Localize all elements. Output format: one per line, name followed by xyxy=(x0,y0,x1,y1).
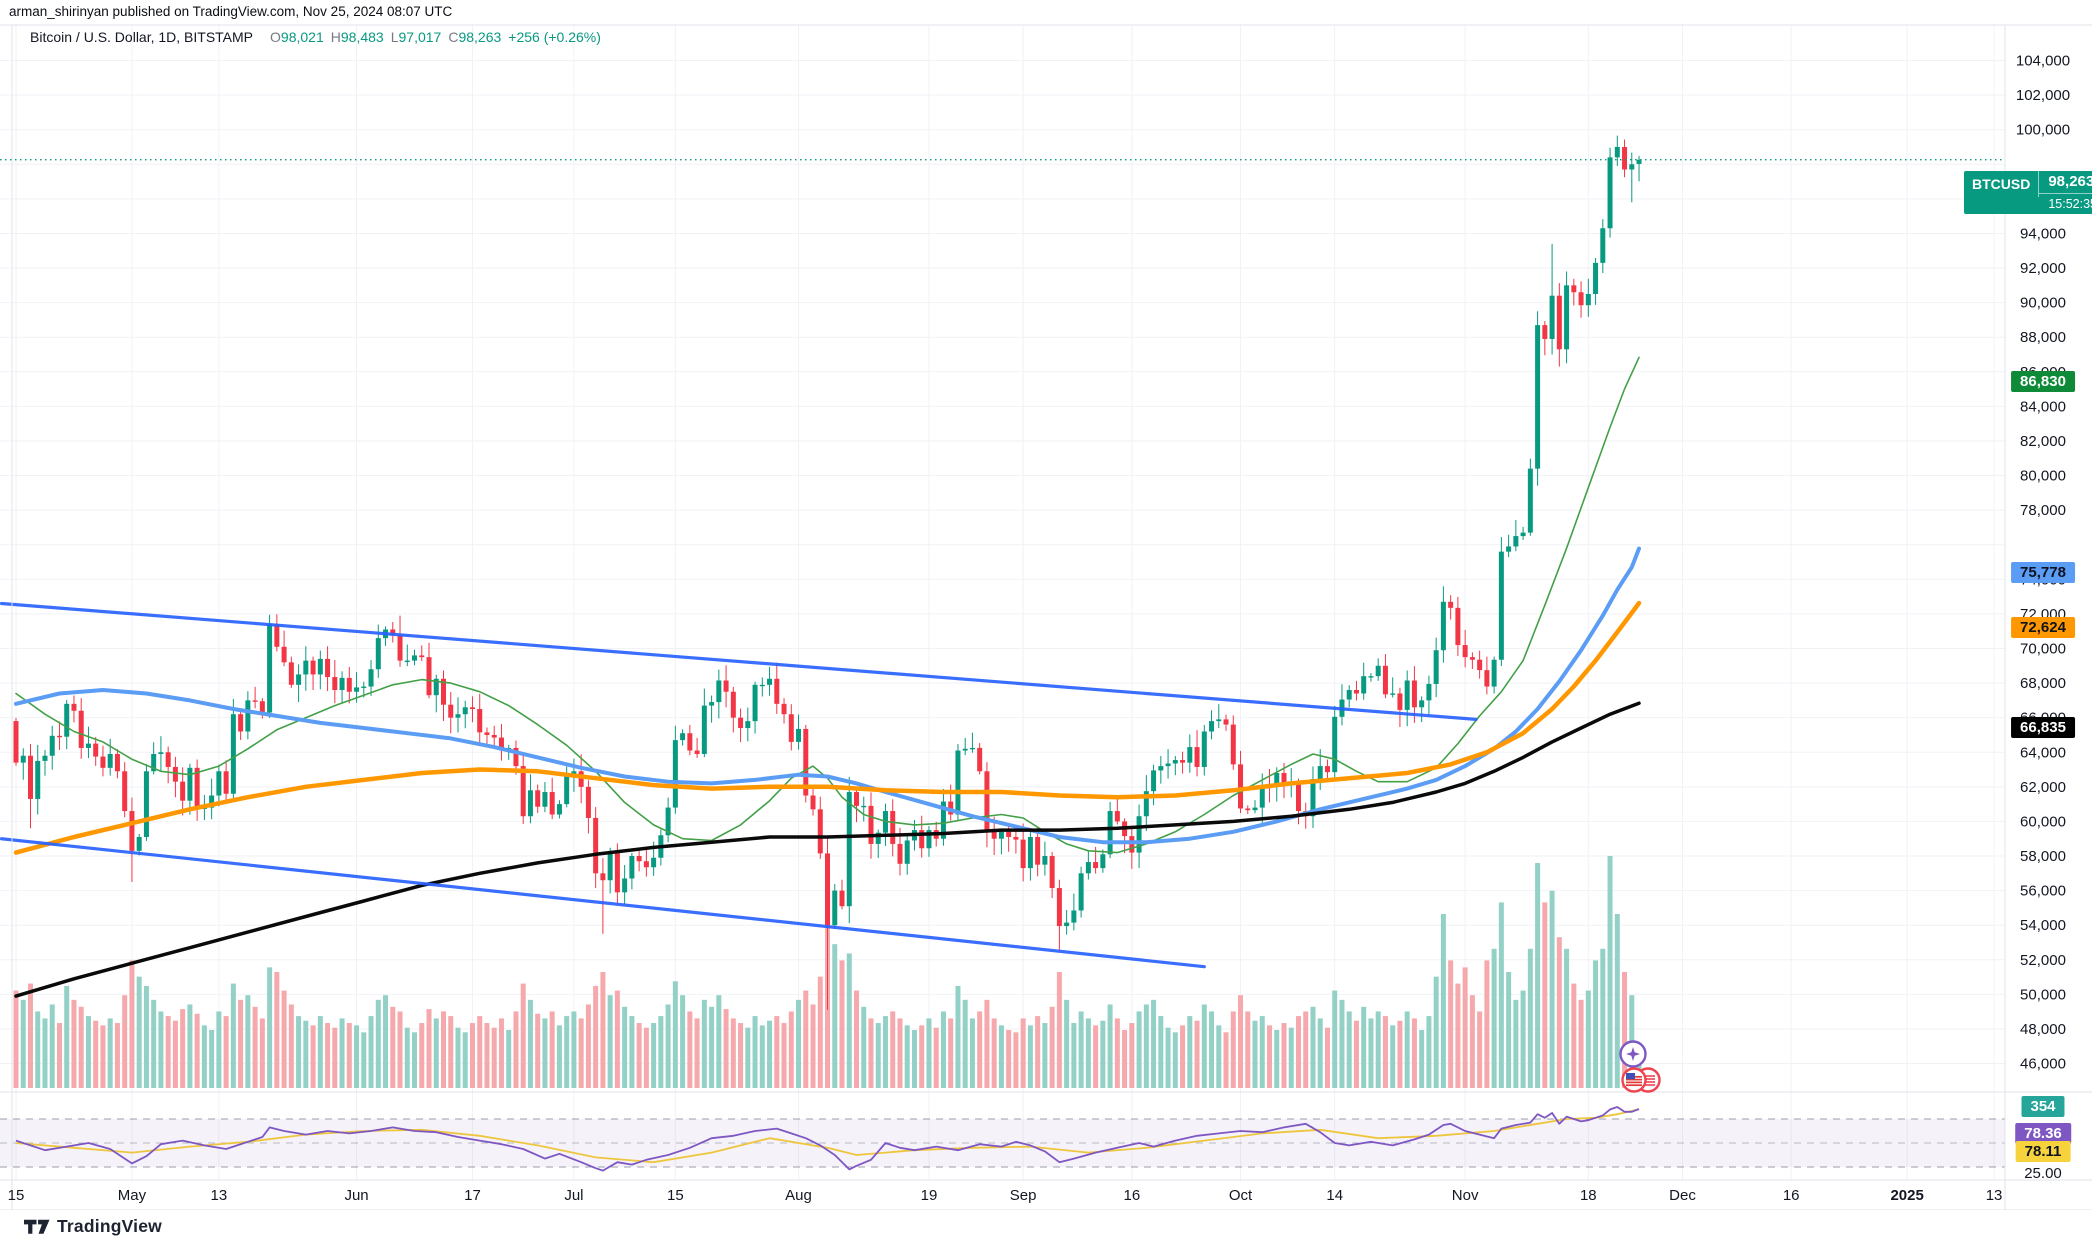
svg-text:2025: 2025 xyxy=(1890,1187,1923,1204)
rsi-value-tag: 78.36 xyxy=(2015,1122,2071,1144)
svg-text:104,000: 104,000 xyxy=(2016,53,2070,70)
svg-text:Jul: Jul xyxy=(564,1187,583,1204)
price-tag-orange-ma: 72,624 xyxy=(2011,616,2075,638)
svg-text:Nov: Nov xyxy=(1452,1187,1479,1204)
svg-text:48,000: 48,000 xyxy=(2020,1021,2066,1038)
svg-text:16: 16 xyxy=(1123,1187,1140,1204)
svg-text:56,000: 56,000 xyxy=(2020,883,2066,900)
svg-text:Dec: Dec xyxy=(1669,1187,1696,1204)
svg-text:15: 15 xyxy=(8,1187,25,1204)
svg-text:13: 13 xyxy=(211,1187,228,1204)
svg-text:92,000: 92,000 xyxy=(2020,260,2066,277)
svg-text:15: 15 xyxy=(667,1187,684,1204)
svg-text:Oct: Oct xyxy=(1229,1187,1253,1204)
price-tag-black-ma: 66,835 xyxy=(2011,716,2075,738)
svg-text:82,000: 82,000 xyxy=(2020,433,2066,450)
chart-frame: 104,000102,000100,00096,00094,00092,0009… xyxy=(0,24,2092,1210)
svg-text:60,000: 60,000 xyxy=(2020,813,2066,830)
price-tag-last-price: 98,263 xyxy=(2048,172,2092,190)
rsi-pane xyxy=(0,1106,2005,1172)
svg-text:50,000: 50,000 xyxy=(2020,986,2066,1003)
svg-text:25.00: 25.00 xyxy=(2024,1165,2062,1182)
svg-text:100,000: 100,000 xyxy=(2016,122,2070,139)
svg-text:78,000: 78,000 xyxy=(2020,502,2066,519)
rsi-ma-line xyxy=(15,1108,1640,1164)
tradingview-logo[interactable]: TradingView xyxy=(24,1216,162,1237)
chart-legend: Bitcoin / U.S. Dollar, 1D, BITSTAMP O 98… xyxy=(30,29,601,45)
svg-text:88,000: 88,000 xyxy=(2020,329,2066,346)
ai-event-icon[interactable] xyxy=(1619,1040,1647,1068)
price-tag-green-ma: 86,830 xyxy=(2011,370,2075,392)
open-value: 98,021 xyxy=(280,29,324,45)
svg-text:18: 18 xyxy=(1580,1187,1597,1204)
low-value: 97,017 xyxy=(398,29,442,45)
svg-text:17: 17 xyxy=(464,1187,481,1204)
svg-text:62,000: 62,000 xyxy=(2020,779,2066,796)
open-label: O xyxy=(270,29,281,45)
svg-text:Jun: Jun xyxy=(344,1187,368,1204)
svg-text:19: 19 xyxy=(921,1187,938,1204)
trendline-channel-lower[interactable] xyxy=(0,837,1206,969)
svg-text:80,000: 80,000 xyxy=(2020,468,2066,485)
trendline-channel-upper[interactable] xyxy=(0,601,1478,721)
close-label: C xyxy=(448,29,459,45)
close-value: 98,263 xyxy=(458,29,502,45)
price-tag-symbol: BTCUSD xyxy=(1964,170,2040,197)
gridlines xyxy=(0,25,2005,1180)
svg-text:70,000: 70,000 xyxy=(2020,640,2066,657)
volume-value-tag: 354 xyxy=(2021,1095,2065,1117)
svg-text:94,000: 94,000 xyxy=(2020,225,2066,242)
rsi-line xyxy=(15,1106,1640,1172)
change-value: +256 (+0.26%) xyxy=(508,29,601,45)
svg-text:16: 16 xyxy=(1783,1187,1800,1204)
svg-text:Sep: Sep xyxy=(1010,1187,1037,1204)
ma-line-ema-21 xyxy=(15,356,1640,854)
svg-text:52,000: 52,000 xyxy=(2020,952,2066,969)
svg-text:13: 13 xyxy=(1986,1187,2003,1204)
symbol-title[interactable]: Bitcoin / U.S. Dollar, 1D, BITSTAMP xyxy=(30,29,254,45)
countdown-timer: 15:52:35 xyxy=(2039,192,2092,214)
svg-text:14: 14 xyxy=(1326,1187,1343,1204)
svg-text:46,000: 46,000 xyxy=(2020,1056,2066,1073)
attribution-text: arman_shirinyan published on TradingView… xyxy=(9,4,453,19)
time-axis[interactable]: 15 May 13 Jun 17 Jul 15 Aug 19 Sep 16 Oct 14 Nov 18 Dec… xyxy=(8,1187,2003,1204)
volume-bars xyxy=(13,856,1642,1088)
svg-text:68,000: 68,000 xyxy=(2020,675,2066,692)
svg-text:58,000: 58,000 xyxy=(2020,848,2066,865)
high-value: 98,483 xyxy=(340,29,384,45)
svg-text:84,000: 84,000 xyxy=(2020,398,2066,415)
tradingview-logo-text: TradingView xyxy=(57,1216,162,1236)
price-chart-canvas[interactable]: 104,000102,000100,00096,00094,00092,0009… xyxy=(0,24,2092,1210)
us-event-icon[interactable] xyxy=(1621,1067,1661,1093)
price-tag-blue-ma: 75,778 xyxy=(2011,562,2075,584)
low-label: L xyxy=(390,29,399,45)
svg-text:90,000: 90,000 xyxy=(2020,295,2066,312)
high-label: H xyxy=(330,29,341,45)
price-tag-btcusd: BTCUSD 98,263 15:52:35 xyxy=(1964,170,2092,214)
ma-line-sma-50 xyxy=(14,546,1641,845)
svg-text:64,000: 64,000 xyxy=(2020,744,2066,761)
svg-text:102,000: 102,000 xyxy=(2016,87,2070,104)
candles xyxy=(13,135,1642,1010)
svg-text:May: May xyxy=(118,1187,147,1204)
tradingview-logo-icon xyxy=(24,1219,50,1234)
ma-line-ema-200 xyxy=(14,701,1641,998)
svg-text:Aug: Aug xyxy=(785,1187,812,1204)
svg-text:54,000: 54,000 xyxy=(2020,917,2066,934)
pane-separators xyxy=(0,24,2092,1210)
rsi-ma-value-tag: 78.11 xyxy=(2015,1140,2071,1162)
ma-line-ema-100 xyxy=(13,600,1642,855)
